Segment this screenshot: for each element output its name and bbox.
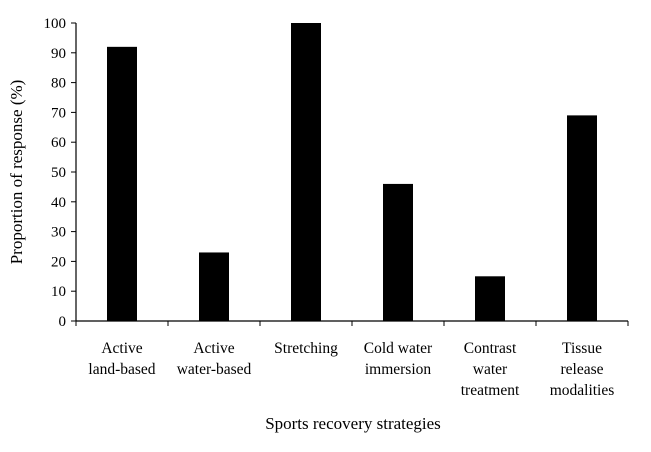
bar (383, 183, 413, 321)
y-tick-label: 20 (51, 254, 66, 270)
y-tick-label: 60 (51, 135, 66, 151)
axes (75, 23, 628, 322)
bar (567, 115, 597, 321)
x-category-label: Stretching (274, 340, 338, 357)
x-category-label-line: water-based (177, 361, 252, 378)
x-category-label-line: Active (193, 340, 234, 357)
x-category-label-line: release (560, 361, 603, 378)
y-tick-label: 50 (51, 165, 66, 181)
bar (107, 46, 137, 322)
x-category-label: Contrast water treatment (461, 340, 520, 399)
x-category-label: Tissue release modalities (550, 340, 615, 399)
y-tick-label: 90 (51, 46, 66, 62)
y-tick-label: 70 (51, 105, 66, 121)
x-category-label-line: land-based (88, 361, 155, 378)
x-category-label: Active land-based (88, 340, 155, 378)
x-category-label: Cold water immersion (364, 340, 433, 378)
x-category-label-line: modalities (550, 382, 615, 399)
x-axis-title: Sports recovery strategies (265, 414, 441, 433)
x-category-label: Active water-based (177, 340, 252, 378)
x-category-label-line: Cold water (364, 340, 433, 357)
x-category-label-line: immersion (365, 361, 432, 378)
y-tick-label: 40 (51, 195, 66, 211)
y-axis-title: Proportion of response (%) (7, 80, 26, 265)
x-category-label-line: Active (101, 340, 142, 357)
x-category-label-line: treatment (461, 382, 520, 399)
x-category-label-line: Stretching (274, 340, 338, 357)
bar (199, 252, 229, 321)
y-tick-label: 30 (51, 225, 66, 241)
x-category-label-line: Contrast (464, 340, 517, 357)
bars (107, 23, 597, 322)
y-tick-label: 100 (44, 16, 67, 32)
y-tick-label: 0 (59, 314, 67, 330)
x-category-label-line: Tissue (562, 340, 602, 357)
y-tick-label: 10 (51, 284, 66, 300)
x-category-label-line: water (473, 361, 508, 378)
x-axis-ticks: Active land-based Active water-based Stretch… (75, 321, 629, 399)
y-axis-ticks: 0 10 20 30 40 50 60 70 80 90 100 (44, 16, 76, 330)
bar (291, 23, 321, 321)
y-tick-label: 80 (51, 76, 66, 92)
bar (475, 276, 505, 321)
